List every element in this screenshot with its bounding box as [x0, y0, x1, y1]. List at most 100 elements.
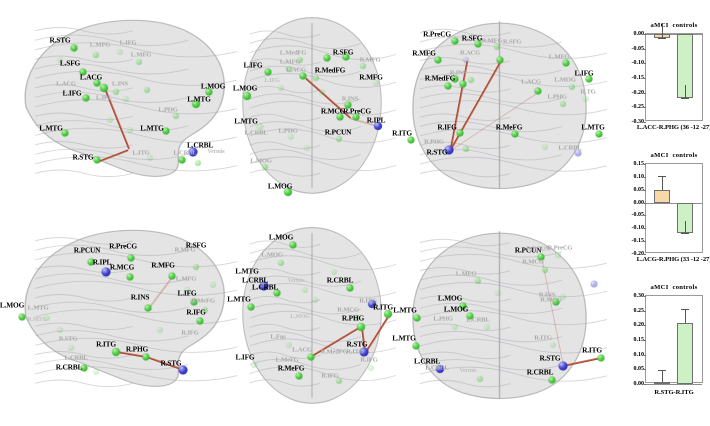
- region-label: R.PreCG: [343, 106, 371, 116]
- region-label: L.MTG: [234, 116, 258, 126]
- region-label: R.PreCG: [109, 241, 137, 251]
- region-label: L.MTG: [39, 123, 63, 133]
- brain-region-node: [168, 272, 176, 280]
- y-axis-tickmark: [644, 384, 646, 385]
- brain-region-node: [284, 188, 292, 196]
- region-label: L.MFG: [175, 275, 197, 283]
- region-label: L.MFG: [279, 58, 301, 66]
- brain-region-node: [101, 267, 111, 277]
- brain-region-node: [304, 145, 310, 151]
- region-label: R.MCG: [540, 296, 562, 304]
- region-label: R.MCG: [320, 106, 346, 116]
- brain-region-node: [494, 44, 500, 50]
- legend-amci: aMCI: [650, 284, 669, 291]
- y-axis-tickmark: [644, 176, 646, 178]
- brain-region-node: [188, 147, 198, 157]
- region-label: L.MeFG: [275, 356, 299, 364]
- region-label: L.CRBL: [173, 149, 197, 157]
- y-axis-tick-label: 0.00: [633, 381, 645, 387]
- error-bar: [685, 309, 687, 323]
- y-axis-tickmark: [644, 354, 646, 356]
- region-label: R.CRBL: [55, 362, 83, 372]
- region-label: R.STG: [346, 339, 368, 349]
- brain-region-node: [357, 323, 365, 331]
- region-label: L.MFG: [455, 270, 477, 278]
- region-label: R.MeFG: [495, 122, 523, 132]
- brain-region-node: [190, 298, 198, 306]
- region-label: R.PreCG: [423, 29, 451, 39]
- region-label: L.ACG: [292, 346, 312, 354]
- bar-amci: [654, 382, 671, 385]
- brain-region-node: [466, 312, 474, 320]
- region-label: L.PHG: [547, 93, 567, 101]
- brain-region-node: [123, 96, 129, 102]
- region-label: R.IFG: [437, 122, 457, 132]
- legend-controls: controls: [672, 22, 698, 29]
- brain-region-node: [127, 127, 133, 133]
- brain-region-node: [456, 129, 464, 137]
- y-axis-tickmark: [644, 340, 646, 341]
- brain-region-node: [436, 365, 444, 373]
- region-label: R.IFG: [321, 372, 339, 380]
- y-axis-tick-label: 0.10: [633, 351, 645, 358]
- region-label: R.MFG: [412, 48, 436, 58]
- brain-region-node: [288, 134, 294, 140]
- brain-region-node: [193, 264, 199, 270]
- brain-region-node: [368, 300, 376, 308]
- y-axis-tickmark: [644, 215, 646, 217]
- region-label: L.MOG: [250, 157, 272, 165]
- brain-region-node: [323, 54, 331, 62]
- brain-region-node: [459, 80, 467, 88]
- brain-region-node: [80, 364, 88, 372]
- region-label: R.PCUN: [324, 127, 352, 137]
- brain-region-node: [251, 362, 257, 368]
- brain-region-node: [79, 68, 87, 76]
- brain-region-node: [562, 59, 570, 67]
- brain-region-node: [192, 100, 200, 108]
- y-axis-tick-label: -0.20: [631, 251, 645, 257]
- region-label: R.CRBL: [326, 275, 354, 285]
- chart-caption: L.ACC-R.PHG (36 -12 -27): [636, 124, 710, 131]
- region-label: L.IFG: [243, 60, 263, 70]
- brain-region-node: [144, 87, 150, 93]
- region-label: R.STG: [49, 35, 71, 45]
- brain-region-node: [57, 327, 63, 333]
- brain-region-node: [346, 284, 354, 292]
- y-axis-tick-label: 0.15: [633, 337, 645, 343]
- region-label: R.IPL: [92, 257, 112, 267]
- region-label: L.ACG: [286, 66, 306, 74]
- brain-region-node: [259, 281, 269, 291]
- y-axis-tick-label: 0.25: [633, 307, 645, 314]
- region-label: R.INS: [130, 292, 150, 302]
- region-label: L.MOG: [437, 293, 463, 303]
- y-axis-tickmark: [644, 63, 646, 65]
- zero-baseline: [646, 34, 702, 35]
- region-label: R.MedFG: [424, 73, 456, 83]
- region-label: L.MTG: [392, 333, 416, 343]
- brain-region-node: [57, 57, 63, 63]
- brain-region-node: [463, 146, 469, 152]
- brain-region-node: [342, 53, 350, 61]
- error-bar: [662, 176, 664, 191]
- brain-region-node: [178, 156, 186, 164]
- region-label: L.MedFG: [279, 49, 307, 57]
- brain-region-node: [68, 345, 74, 351]
- brain-region-node: [157, 327, 163, 333]
- error-bar-cap: [681, 309, 690, 311]
- brain-region-node: [444, 82, 452, 90]
- brain-region-node: [299, 72, 307, 80]
- brain-region-node: [496, 56, 504, 64]
- chart-plot-area: 0.30 0.25 0.20 0.15 0.10 0.05 0.00: [634, 293, 703, 387]
- region-label: L.Fus: [270, 333, 286, 341]
- region-label: L.CRBL: [558, 144, 582, 152]
- region-label: L.SFG: [59, 58, 81, 68]
- region-label: L.IFG: [177, 288, 197, 298]
- region-label: R.ITG: [346, 348, 364, 356]
- region-label: R.INS: [449, 69, 467, 77]
- brain-region-node: [184, 287, 190, 293]
- region-label: R.PHG: [341, 313, 365, 323]
- error-bar-cap: [658, 38, 667, 40]
- region-label: R.PCUN: [514, 245, 542, 255]
- y-axis-tickmark: [644, 164, 646, 165]
- region-label: R.MedFG: [320, 348, 348, 356]
